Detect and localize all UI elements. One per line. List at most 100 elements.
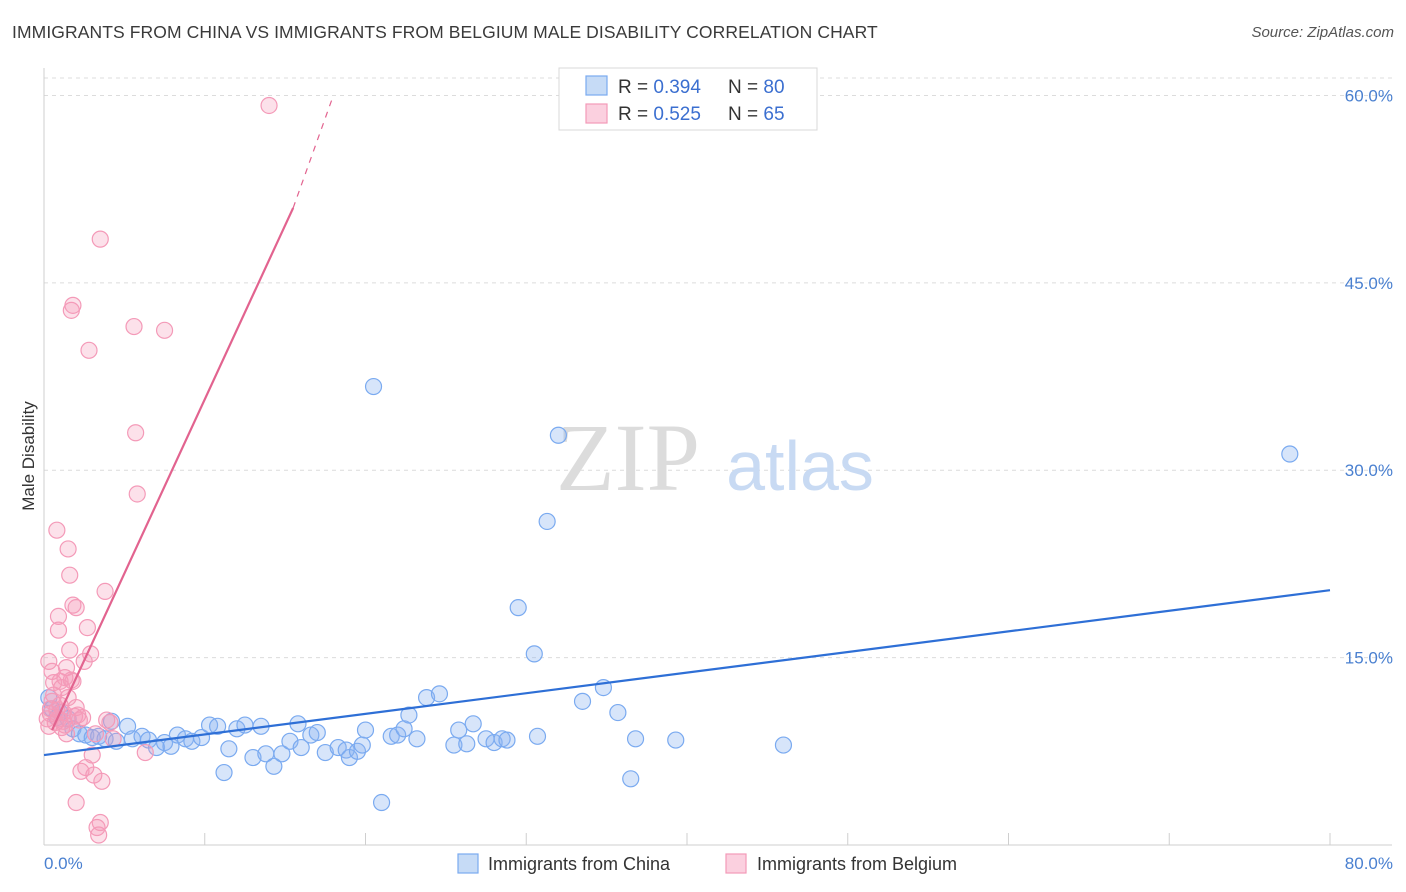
point-china <box>458 735 476 753</box>
legend-swatch-belgium <box>585 103 608 124</box>
trendline-belgium-extension <box>292 95 334 209</box>
point-china <box>525 645 543 663</box>
legend-n-label-china: N = <box>728 77 763 98</box>
point-china <box>382 727 400 745</box>
point-china <box>389 726 407 744</box>
source-label: Source: ZipAtlas.com <box>1251 24 1394 41</box>
legend-swatch-china <box>585 75 608 96</box>
point-china <box>509 599 527 617</box>
point-belgium <box>93 772 111 790</box>
bottom-legend-label-china: Immigrants from China <box>488 854 671 874</box>
point-china <box>356 721 375 739</box>
point-china <box>450 721 468 739</box>
point-belgium <box>101 713 119 732</box>
legend-box: R = 0.394 N = 80 R = 0.525 N = 65 <box>558 67 818 131</box>
watermark-atlas: atlas <box>726 427 874 505</box>
point-china <box>220 740 238 758</box>
point-belgium <box>155 321 174 339</box>
point-belgium <box>49 621 68 639</box>
point-china <box>622 770 640 788</box>
point-belgium <box>96 582 114 601</box>
point-china <box>549 426 568 444</box>
axes <box>43 68 1392 846</box>
legend-n-value-belgium: 65 <box>763 104 784 125</box>
bottom-legend: Immigrants from China Immigrants from Be… <box>457 853 957 874</box>
point-china <box>573 692 592 710</box>
point-belgium <box>61 566 79 584</box>
point-china <box>528 727 547 745</box>
point-china <box>292 738 310 757</box>
point-belgium <box>128 485 146 503</box>
point-china <box>209 717 227 735</box>
point-belgium <box>83 746 101 764</box>
point-china <box>538 512 556 531</box>
point-china <box>498 731 516 749</box>
legend-r-label-china: R = <box>618 77 653 98</box>
watermark-zip: ZIP <box>556 404 700 511</box>
point-china <box>372 793 391 812</box>
y-axis-label: Male Disability <box>19 401 38 511</box>
gridlines <box>44 77 1392 659</box>
bottom-legend-swatch-belgium <box>725 853 747 874</box>
legend-row-china: R = 0.394 <box>618 77 701 98</box>
point-belgium <box>91 230 109 248</box>
point-belgium <box>61 641 79 659</box>
x-tick-label-max: 80.0% <box>1345 854 1393 873</box>
point-belgium <box>86 725 105 743</box>
point-belgium <box>90 826 108 844</box>
legend-r-label-belgium: R = <box>618 104 653 125</box>
point-belgium <box>136 743 154 762</box>
point-belgium <box>127 424 145 442</box>
x-tick-label-min: 0.0% <box>44 854 83 873</box>
point-belgium <box>67 793 85 812</box>
point-belgium <box>40 652 58 670</box>
x-ticks <box>43 833 1331 845</box>
point-belgium <box>64 596 82 614</box>
point-china <box>244 748 262 767</box>
legend-row-china-n: N = 80 <box>728 77 785 98</box>
point-belgium <box>91 813 109 832</box>
point-belgium <box>260 96 278 115</box>
point-china <box>364 377 383 396</box>
legend-n-label-belgium: N = <box>728 104 763 125</box>
point-belgium <box>49 607 68 625</box>
point-belgium <box>67 599 85 617</box>
point-china <box>265 757 283 775</box>
trendline-china <box>43 589 1331 757</box>
point-china <box>667 731 685 749</box>
trendline-belgium <box>51 207 295 731</box>
point-china <box>400 706 418 724</box>
y-tick-label: 60.0% <box>1345 86 1393 105</box>
point-china <box>430 685 449 703</box>
point-belgium <box>98 711 116 729</box>
legend-row-belgium: R = 0.525 <box>618 104 701 125</box>
point-china <box>353 736 371 754</box>
series-belgium-points <box>38 96 278 844</box>
bottom-legend-swatch-china <box>457 853 479 874</box>
point-china <box>626 730 645 748</box>
chart-title: IMMIGRANTS FROM CHINA VS IMMIGRANTS FROM… <box>12 22 878 42</box>
point-belgium <box>125 317 143 336</box>
y-tick-label: 15.0% <box>1345 649 1393 668</box>
y-tick-label: 45.0% <box>1345 274 1393 293</box>
trendlines <box>43 95 1331 757</box>
y-tick-label: 30.0% <box>1345 461 1393 480</box>
point-china <box>273 745 291 763</box>
legend-row-belgium-n: N = 65 <box>728 104 785 125</box>
point-china <box>774 736 793 754</box>
point-china <box>408 730 426 748</box>
point-belgium <box>64 296 82 314</box>
point-china <box>316 743 334 762</box>
series-china-points <box>40 377 1299 812</box>
point-belgium <box>48 521 66 539</box>
point-china <box>609 703 627 722</box>
point-china <box>485 733 503 752</box>
point-china <box>308 723 326 742</box>
point-belgium <box>73 708 92 727</box>
point-china <box>464 715 482 733</box>
point-belgium <box>59 540 77 558</box>
y-tick-labels: 15.0% 30.0% 45.0% 60.0% <box>1345 86 1393 667</box>
legend-r-value-china: 0.394 <box>653 77 701 98</box>
legend-n-value-china: 80 <box>763 77 784 98</box>
